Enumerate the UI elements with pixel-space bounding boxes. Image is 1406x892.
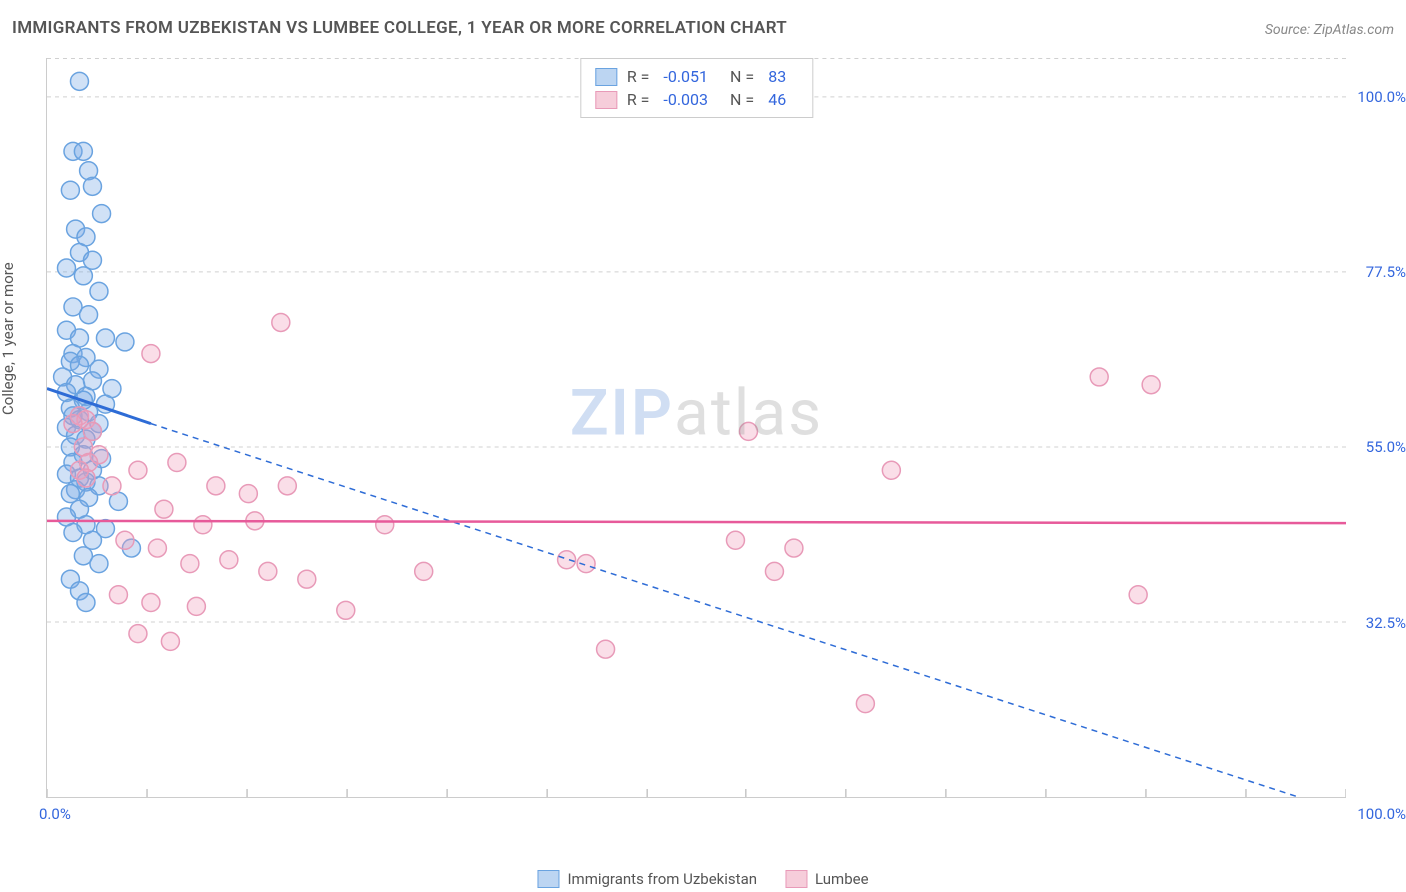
swatch-series-2 <box>595 91 617 109</box>
series-2-name: Lumbee <box>815 870 869 888</box>
correlation-legend-box: R = -0.051 N = 83 R = -0.003 N = 46 <box>580 58 813 118</box>
series-legend-bottom: Immigrants from Uzbekistan Lumbee <box>537 870 868 888</box>
y-axis-label: College, 1 year or more <box>0 262 17 415</box>
r-value-2: -0.003 <box>663 90 708 109</box>
swatch-bottom-1 <box>537 870 559 888</box>
y-tick-label: 32.5% <box>1366 614 1406 632</box>
source-name: ZipAtlas.com <box>1314 22 1394 38</box>
swatch-series-1 <box>595 68 617 86</box>
legend-row-series-2: R = -0.003 N = 46 <box>595 88 798 111</box>
n-label-2: N = <box>730 90 754 109</box>
chart-plot-area: R = -0.051 N = 83 R = -0.003 N = 46 ZIPa… <box>46 58 1346 798</box>
legend-row-series-1: R = -0.051 N = 83 <box>595 65 798 88</box>
source-prefix: Source: <box>1265 22 1314 38</box>
r-label-2: R = <box>627 90 650 109</box>
n-label-1: N = <box>730 67 754 86</box>
chart-title: IMMIGRANTS FROM UZBEKISTAN VS LUMBEE COL… <box>12 18 787 38</box>
legend-item-series-1: Immigrants from Uzbekistan <box>537 870 757 888</box>
y-tick-label: 55.0% <box>1366 438 1406 456</box>
n-value-2: 46 <box>768 90 786 109</box>
r-label-1: R = <box>627 67 650 86</box>
swatch-bottom-2 <box>785 870 807 888</box>
y-tick-label: 100.0% <box>1357 88 1406 106</box>
n-value-1: 83 <box>768 67 786 86</box>
source-attribution: Source: ZipAtlas.com <box>1265 19 1394 38</box>
x-axis-max-label: 100.0% <box>1357 805 1406 823</box>
r-value-1: -0.051 <box>663 67 708 86</box>
x-axis-min-label: 0.0% <box>39 805 71 823</box>
legend-item-series-2: Lumbee <box>785 870 869 888</box>
series-1-name: Immigrants from Uzbekistan <box>567 870 757 888</box>
chart-svg-canvas <box>47 58 1346 797</box>
y-tick-label: 77.5% <box>1366 263 1406 281</box>
